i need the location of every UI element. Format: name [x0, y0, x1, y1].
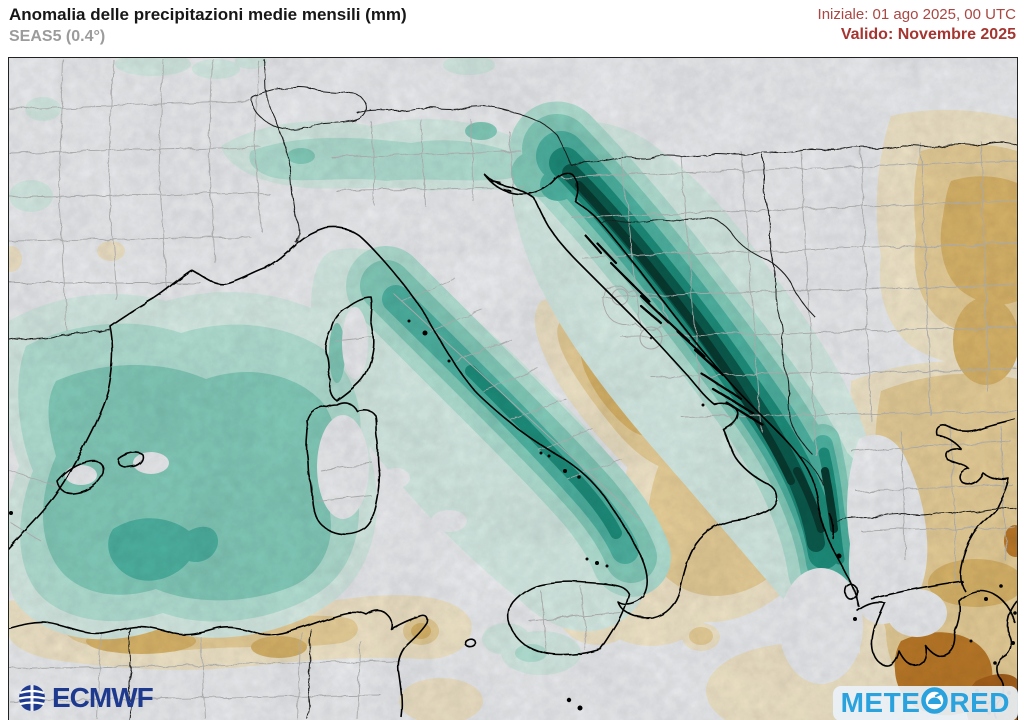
- island-slivers: [584, 234, 765, 427]
- meteored-text-prefix: METE: [840, 687, 921, 718]
- valid-time-label: Valido: Novembre 2025: [840, 26, 1016, 43]
- precipitation-anomaly-map: [8, 57, 1018, 720]
- meteored-text-suffix: RED: [949, 687, 1010, 718]
- ecmwf-logo-text: ECMWF: [52, 682, 154, 713]
- meteored-logo: METE RED: [832, 686, 1018, 720]
- map-canvas: [9, 58, 1017, 720]
- ecmwf-logo: ECMWF: [16, 682, 154, 714]
- meteored-o-icon: [921, 687, 949, 719]
- init-time-label: Iniziale: 01 ago 2025, 00 UTC: [817, 6, 1016, 23]
- ecmwf-globe-icon: [18, 685, 46, 711]
- page-title: Anomalia delle precipitazioni medie mens…: [9, 5, 407, 24]
- relief-texture-coarse: [9, 58, 1017, 720]
- admin-boundaries-layer: [9, 58, 1017, 720]
- country-borders-layer: [9, 58, 1017, 720]
- model-subtitle: SEAS5 (0.4°): [9, 28, 106, 45]
